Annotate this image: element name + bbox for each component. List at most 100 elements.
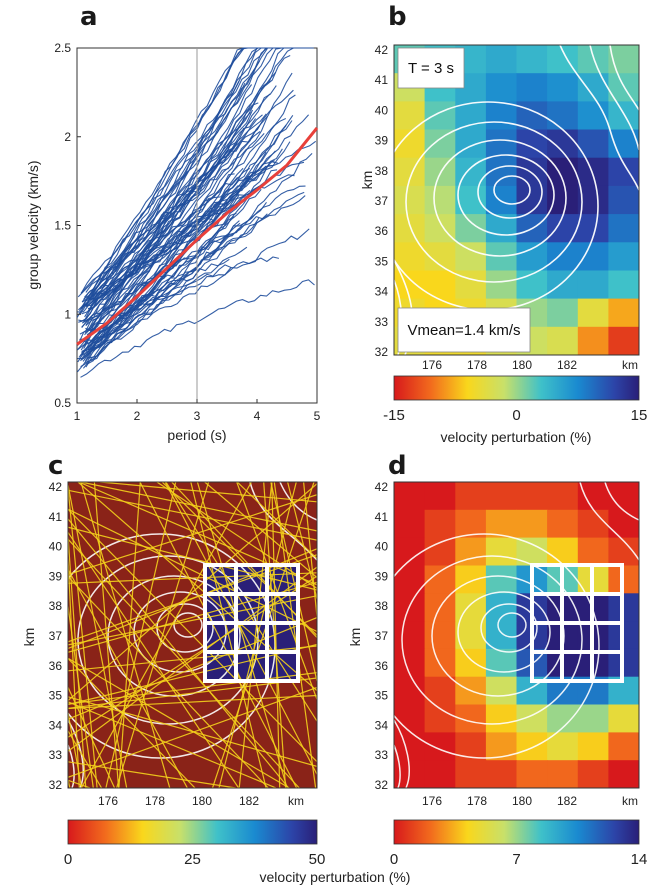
map-ytick-label: 40 [375,540,389,554]
dispersion-curve [79,47,267,315]
heatmap-cell [485,621,518,650]
panel-d-grid-overlay [530,563,624,683]
ray-path [68,696,317,767]
dispersion-curve [83,47,312,349]
heatmap-cell [485,760,518,788]
ray-path [80,482,317,532]
ray-path [68,701,277,788]
map-ytick-label: 36 [375,224,389,238]
dispersion-curve [78,246,248,358]
map-xtick-label: 182 [557,794,577,808]
dispersion-curve [77,84,253,346]
heatmap-cell [547,242,579,272]
heatmap-cell [516,157,548,187]
heatmap-cell [608,101,639,131]
dispersion-curve [87,176,239,356]
heatmap-cell [608,270,639,300]
panel-label-c: c [48,451,63,481]
map-ytick-label: 33 [49,748,63,762]
heatmap-cell [608,129,639,159]
ray-path [68,536,87,788]
dispersion-curve [84,217,260,364]
panel-b-period-annotation: T = 3 s [397,47,465,89]
panel-b-contours [394,45,639,355]
heatmap-cell [516,732,548,761]
colorbar-tick-label: 0 [512,407,520,424]
ray-path [68,526,317,591]
heatmap-cell [424,732,456,761]
panel-b-xunit: km [622,358,638,372]
map-ytick-label: 42 [49,480,63,494]
heatmap-cell [485,129,518,159]
panel-a-ytick-label: 1 [64,307,71,321]
panel-a-ticks: 1 2 3 4 50.511.522.5 [54,41,320,423]
map-xtick-label: 178 [145,794,165,808]
dispersion-curve [79,151,267,357]
heatmap-cell [516,242,548,272]
map-ytick-label: 32 [375,778,389,792]
map-ytick-label: 38 [49,599,63,613]
ray-path [68,566,317,752]
heatmap-cell [547,270,579,300]
map-ytick-label: 34 [49,718,63,732]
map-ytick-label: 34 [375,285,389,299]
ray-path [156,482,317,589]
ray-path [287,482,317,600]
map-xtick-label: 176 [98,794,118,808]
heatmap-cell [394,621,426,650]
heatmap-cell [424,760,456,788]
heatmap-cell [485,101,518,131]
ray-path [68,531,240,788]
ray-path [68,572,317,584]
panel-a-ylabel: group velocity (km/s) [25,160,41,289]
dispersion-curve [85,141,291,368]
heatmap-cell [394,214,426,243]
heatmap-cell [608,242,639,272]
heatmap-cell [608,326,639,355]
panel-c-colorbar-ticks: 0 25 50 [64,851,326,868]
heatmap-cell [577,101,609,131]
heatmap-cell [608,482,639,511]
heatmap-cell [577,760,609,788]
panel-d-frame [393,481,640,789]
dispersion-curve [81,140,317,328]
heatmap-cell [516,45,548,74]
panel-a-mean-line [76,126,319,346]
ray-path [68,672,317,705]
dispersion-curve [80,213,268,355]
panel-c-frame [67,481,318,789]
ray-path [68,508,317,763]
map-ytick-label: 32 [375,345,389,359]
map-ytick-label: 35 [375,254,389,268]
panel-a-ytick-label: 0.5 [54,396,71,410]
map-xtick-label: 180 [192,794,212,808]
panel-label-b: b [388,2,407,32]
heatmap-cell [608,509,639,539]
map-ytick-label: 41 [375,73,389,87]
heatmap-cell [547,482,579,511]
panel-a-ytick-label: 1.5 [54,219,71,233]
colorbar-tick-label: 14 [631,851,648,868]
heatmap-cell [577,704,609,733]
panel-d-colorbar-ticks: 0 7 14 [390,851,648,868]
ray-path [116,482,210,788]
ray-path [68,761,236,788]
dispersion-curve [81,191,305,324]
dispersion-curve [85,258,230,332]
panel-label-a: a [80,2,98,32]
map-ytick-label: 33 [375,748,389,762]
panel-a-ytick-label: 2.5 [54,41,71,55]
map-ytick-label: 32 [49,778,63,792]
heatmap-cell [485,648,518,678]
heatmap-cell [516,73,548,102]
heatmap-cell [577,214,609,243]
ray-path [139,482,298,788]
heatmap-cell [516,760,548,788]
heatmap-cell [424,129,456,159]
map-ytick-label: 39 [375,134,389,148]
map-xtick-label: 182 [557,358,577,372]
panel-a-ytick-label: 2 [64,130,71,144]
dispersion-curve [80,47,292,310]
